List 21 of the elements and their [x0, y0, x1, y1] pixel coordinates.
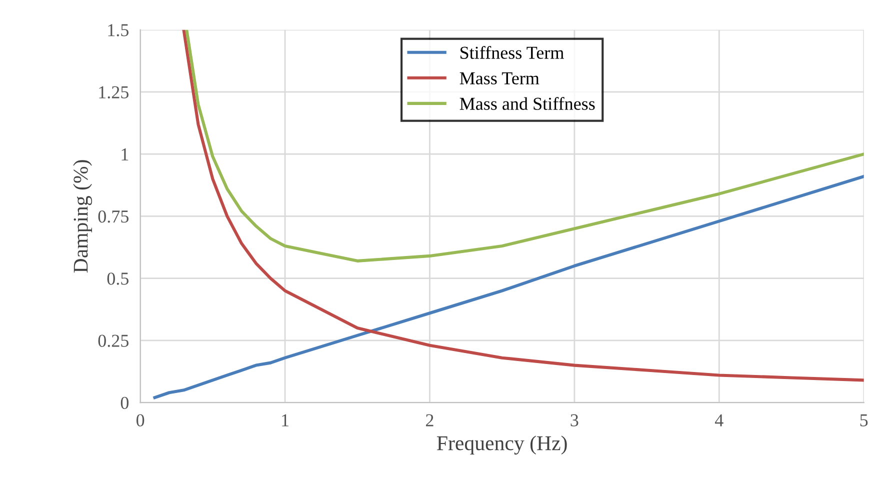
x-tick-label: 1 [282, 414, 288, 426]
x-tick-label: 4 [714, 414, 724, 426]
y-tick-label: 1.25 [99, 86, 129, 98]
legend-label: Mass and Stiffness [460, 97, 595, 110]
x-tick-label: 3 [570, 414, 578, 426]
y-tick-label: 0.5 [107, 272, 129, 285]
legend-label: Stiffness Term [460, 46, 564, 59]
x-tick-label: 2 [426, 414, 434, 426]
y-axis-title: Damping (%) [73, 160, 92, 273]
x-axis-title: Frequency (Hz) [437, 436, 567, 455]
legend-label: Mass Term [460, 72, 540, 84]
line-series [185, 30, 864, 262]
y-tick-label: 0 [120, 396, 129, 410]
x-tick-label: 5 [860, 414, 868, 426]
y-tick-label: 1 [122, 148, 128, 160]
y-tick-label: 0.25 [98, 334, 129, 347]
y-tick-label: 1.5 [108, 24, 129, 36]
y-tick-label: 0.75 [98, 210, 129, 223]
line-series [153, 174, 864, 400]
line-series [182, 30, 864, 382]
x-tick-label: 0 [136, 414, 144, 426]
